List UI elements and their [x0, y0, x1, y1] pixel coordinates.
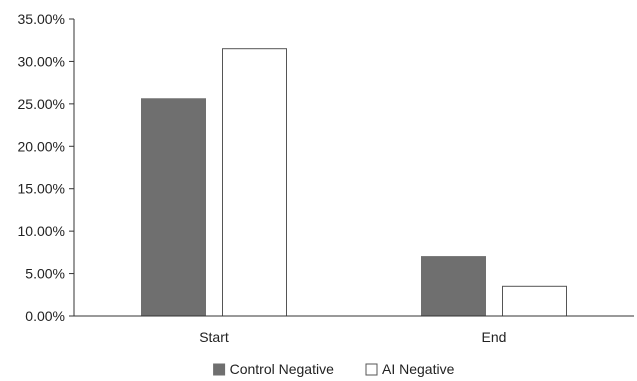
- x-category-label: Start: [199, 329, 229, 345]
- legend: Control Negative AI Negative: [213, 361, 455, 377]
- y-tick-label: 30.00%: [18, 53, 65, 69]
- y-axis: 0.00% 5.00% 10.00% 15.00% 20.00% 25.00% 30.00%…: [18, 11, 75, 324]
- legend-swatch: [365, 363, 378, 376]
- bar-ai-negative-start: [222, 48, 287, 317]
- bar-ai-negative-end: [502, 285, 567, 317]
- x-axis: Start End: [74, 315, 634, 345]
- y-tick-label: 5.00%: [25, 266, 65, 282]
- y-tick-label: 25.00%: [18, 96, 65, 112]
- y-tick-label: 15.00%: [18, 181, 65, 197]
- bars: [141, 48, 567, 317]
- y-tick-label: 35.00%: [18, 11, 65, 27]
- bar-control-negative-start: [141, 98, 206, 317]
- legend-swatch: [213, 363, 226, 376]
- y-tick-label: 20.00%: [18, 138, 65, 154]
- legend-label: Control Negative: [230, 361, 334, 377]
- x-category-label: End: [482, 329, 507, 345]
- y-tick-label: 10.00%: [18, 223, 65, 239]
- bar-control-negative-end: [421, 256, 486, 317]
- legend-label: AI Negative: [382, 361, 455, 377]
- y-tick-label: 0.00%: [25, 308, 65, 324]
